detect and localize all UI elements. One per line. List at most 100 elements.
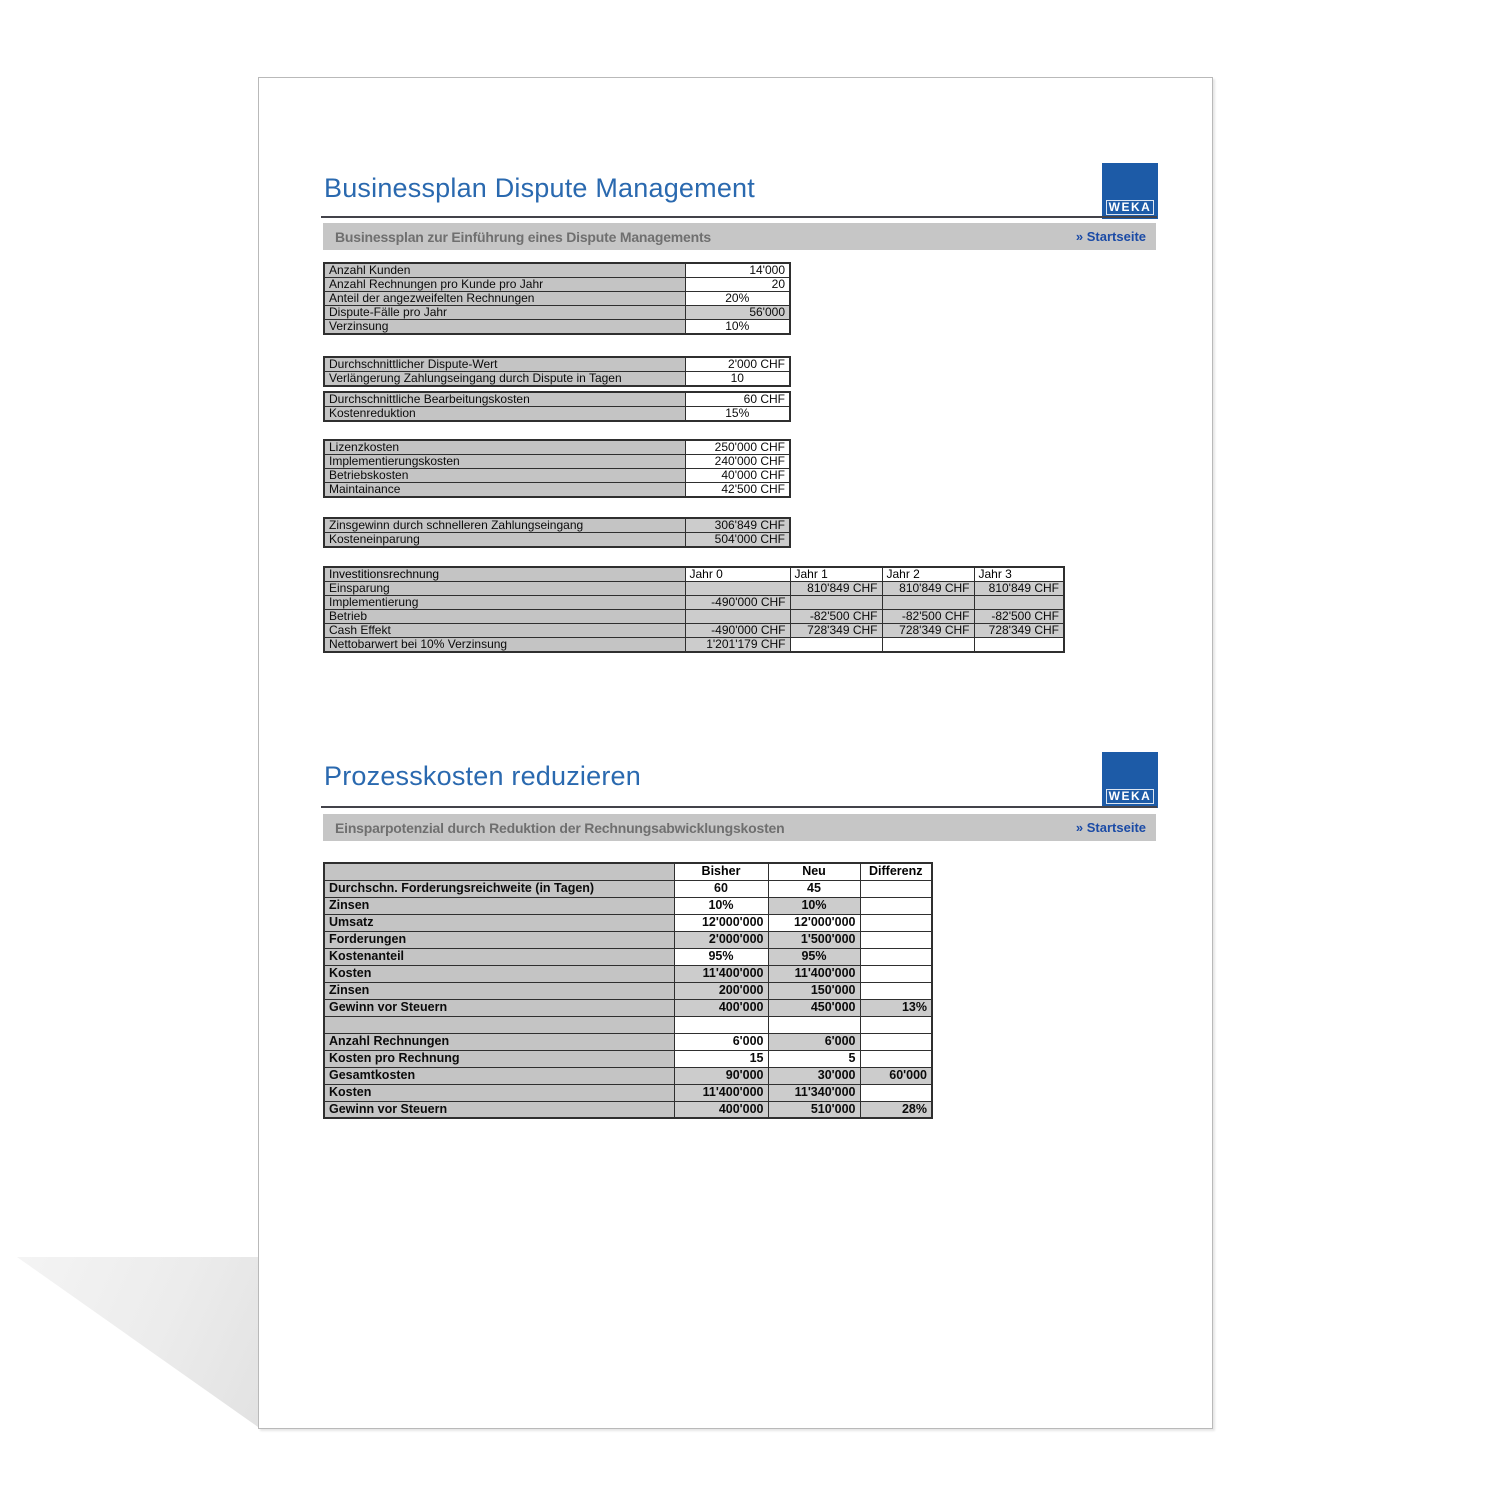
startseite-link[interactable]: » Startseite: [1075, 820, 1146, 835]
table-row: Betrieb -82'500 CHF -82'500 CHF -82'500 CHF: [323, 609, 1065, 624]
column-header: Jahr 0: [684, 566, 791, 582]
section1-header-bar: Businessplan zur Einführung eines Disput…: [323, 223, 1156, 250]
value-cell: [859, 930, 933, 949]
table-row: Kostenreduktion 15%: [323, 406, 791, 422]
table-row: Kosteneinparung 504'000 CHF: [323, 532, 791, 548]
table-row: Durchschn. Forderungsreichweite (in Tage…: [323, 879, 933, 898]
value-cell: 306'849 CHF: [684, 517, 791, 533]
table-row: Nettobarwert bei 10% Verzinsung 1'201'179…: [323, 637, 1065, 653]
costs-table: Lizenzkosten 250'000 CHF Implementierungsk…: [323, 439, 791, 498]
value-cell: 12'000'000: [673, 913, 769, 932]
value-cell: 810'849 CHF: [789, 581, 883, 596]
row-label-cell: Anzahl Kunden: [323, 262, 686, 278]
table-row: Dispute-Fälle pro Jahr 56'000: [323, 305, 791, 320]
investment-calculation-table: Investitionsrechnung Jahr 0 Jahr 1 Jahr 2 Ja…: [323, 566, 1065, 653]
row-label-cell: Zinsgewinn durch schnelleren Zahlungsein…: [323, 517, 686, 533]
row-label-cell: Umsatz: [323, 913, 675, 932]
value-cell: 11'400'000: [767, 964, 861, 983]
value-cell: 15: [673, 1049, 769, 1068]
section1-title: Businessplan Dispute Management: [324, 173, 755, 203]
column-header: Jahr 1: [789, 566, 883, 582]
row-label-cell: Zinsen: [323, 896, 675, 915]
column-header: Neu: [767, 862, 861, 881]
value-cell: 1'500'000: [767, 930, 861, 949]
row-label-cell: Kosten pro Rechnung: [323, 1049, 675, 1068]
value-cell: 56'000: [684, 305, 791, 320]
row-label-cell: Durchschn. Forderungsreichweite (in Tage…: [323, 879, 675, 898]
table-row: Zinsgewinn durch schnelleren Zahlungsein…: [323, 517, 791, 533]
row-label-cell: Implementierungskosten: [323, 454, 686, 469]
table-row: Forderungen 2'000'000 1'500'000: [323, 930, 933, 949]
row-label-cell: Anzahl Rechnungen pro Kunde pro Jahr: [323, 277, 686, 292]
value-cell: [684, 609, 791, 624]
value-cell: 11'400'000: [673, 1083, 769, 1102]
value-cell: 728'349 CHF: [789, 623, 883, 638]
table-row: Gewinn vor Steuern 400'000 510'000 28%: [323, 1100, 933, 1119]
table-row: Umsatz 12'000'000 12'000'000: [323, 913, 933, 932]
gains-table: Zinsgewinn durch schnelleren Zahlungsein…: [323, 517, 791, 548]
value-cell: 200'000: [673, 981, 769, 1000]
table-row: Anzahl Kunden 14'000: [323, 262, 791, 278]
row-label-cell: Verlängerung Zahlungseingang durch Dispu…: [323, 371, 686, 387]
value-cell: 2'000 CHF: [684, 356, 791, 372]
value-cell: [859, 896, 933, 915]
value-cell: -490'000 CHF: [684, 595, 791, 610]
value-cell: 30'000: [767, 1066, 861, 1085]
value-cell: [859, 1015, 933, 1034]
value-cell: [973, 637, 1065, 653]
value-cell: 42'500 CHF: [684, 482, 791, 498]
row-label-cell: Gewinn vor Steuern: [323, 998, 675, 1017]
weka-logo-text: WEKA: [1105, 789, 1155, 804]
table-row: Gewinn vor Steuern 400'000 450'000 13%: [323, 998, 933, 1017]
value-cell: 60: [673, 879, 769, 898]
table-row: Anzahl Rechnungen pro Kunde pro Jahr 20: [323, 277, 791, 292]
inputs-table-basic: Anzahl Kunden 14'000 Anzahl Rechnungen pro…: [323, 262, 791, 335]
row-label-cell: Forderungen: [323, 930, 675, 949]
value-cell: [859, 1083, 933, 1102]
row-label-cell: Kosten: [323, 964, 675, 983]
row-label-cell: Einsparung: [323, 581, 686, 596]
column-header: Jahr 2: [881, 566, 975, 582]
column-header: Bisher: [673, 862, 769, 881]
column-header: [323, 862, 675, 881]
value-cell: 6'000: [767, 1032, 861, 1051]
table-row: Lizenzkosten 250'000 CHF: [323, 439, 791, 455]
table-row: Implementierung -490'000 CHF: [323, 595, 1065, 610]
row-label-cell: Dispute-Fälle pro Jahr: [323, 305, 686, 320]
column-header: Jahr 3: [973, 566, 1065, 582]
row-label-cell: Betrieb: [323, 609, 686, 624]
table-row: Durchschnittlicher Dispute-Wert 2'000 CHF: [323, 356, 791, 372]
value-cell: -490'000 CHF: [684, 623, 791, 638]
value-cell: -82'500 CHF: [881, 609, 975, 624]
value-cell: 6'000: [673, 1032, 769, 1051]
startseite-link[interactable]: » Startseite: [1075, 229, 1146, 244]
value-cell: 1'201'179 CHF: [684, 637, 791, 653]
value-cell: 10%: [767, 896, 861, 915]
value-cell: [859, 913, 933, 932]
value-cell: 40'000 CHF: [684, 468, 791, 483]
value-cell: 28%: [859, 1100, 933, 1119]
table-row: Kostenanteil 95% 95%: [323, 947, 933, 966]
value-cell: 95%: [673, 947, 769, 966]
value-cell: 20%: [684, 291, 791, 306]
value-cell: 240'000 CHF: [684, 454, 791, 469]
column-header: Investitionsrechnung: [323, 566, 686, 582]
table-row: Anzahl Rechnungen 6'000 6'000: [323, 1032, 933, 1051]
value-cell: [881, 595, 975, 610]
row-label-cell: Lizenzkosten: [323, 439, 686, 455]
value-cell: [673, 1015, 769, 1034]
table-row: Einsparung 810'849 CHF 810'849 CHF 810'849 …: [323, 581, 1065, 596]
value-cell: [789, 637, 883, 653]
row-label-cell: Gewinn vor Steuern: [323, 1100, 675, 1119]
row-label-cell: Verzinsung: [323, 319, 686, 335]
table-row: Kosten 11'400'000 11'400'000: [323, 964, 933, 983]
value-cell: -82'500 CHF: [973, 609, 1065, 624]
value-cell: 250'000 CHF: [684, 439, 791, 455]
value-cell: 504'000 CHF: [684, 532, 791, 548]
section2-title: Prozesskosten reduzieren: [324, 761, 641, 791]
value-cell: 400'000: [673, 1100, 769, 1119]
section2-header-bar: Einsparpotenzial durch Reduktion der Rec…: [323, 814, 1156, 841]
row-label-cell: Durchschnittliche Bearbeitungskosten: [323, 391, 686, 407]
value-cell: [859, 1049, 933, 1068]
